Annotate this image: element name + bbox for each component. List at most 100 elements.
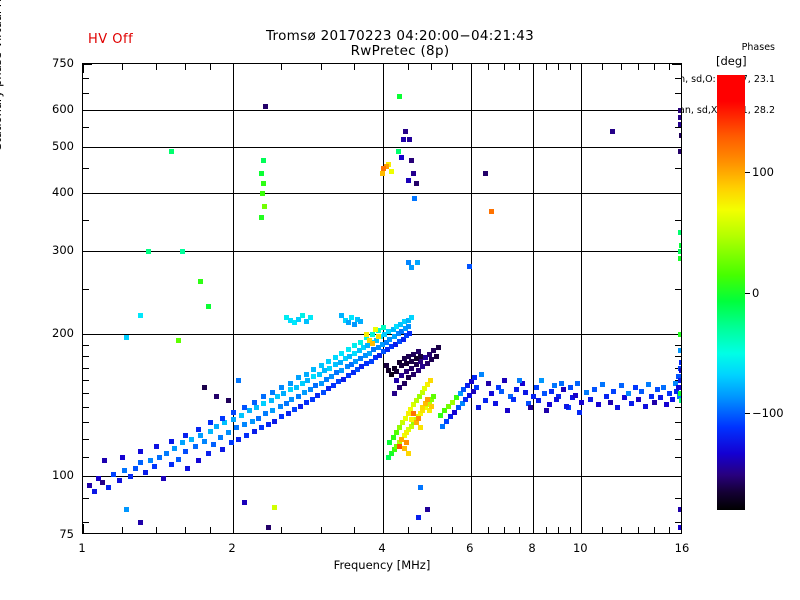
data-point <box>611 388 617 394</box>
x-axis-tick-top <box>431 64 432 70</box>
data-point <box>350 370 356 376</box>
colorbar: 100 0 −100 <box>717 75 784 510</box>
data-point <box>427 378 433 383</box>
data-point <box>356 348 362 354</box>
data-point <box>329 374 335 380</box>
data-point <box>587 396 593 402</box>
x-axis-tick <box>83 524 84 533</box>
x-axis-tick <box>669 527 670 533</box>
data-point <box>261 393 267 399</box>
data-point <box>411 171 417 177</box>
data-point <box>375 328 381 334</box>
data-point <box>175 456 181 462</box>
data-point <box>375 345 381 351</box>
data-point <box>404 440 410 446</box>
data-point <box>287 317 293 323</box>
x-axis-tick-top <box>383 64 384 73</box>
y-axis-tick-right <box>675 498 681 499</box>
y-axis-tick-right <box>675 422 681 423</box>
x-axis-tick <box>210 527 211 533</box>
data-point <box>408 358 414 364</box>
data-point <box>182 449 188 455</box>
data-point <box>171 445 177 451</box>
data-point <box>339 350 345 356</box>
y-axis-tick-right <box>675 439 681 440</box>
data-point <box>416 393 422 399</box>
data-point <box>396 384 402 390</box>
data-point <box>388 343 394 349</box>
data-point <box>411 411 417 417</box>
data-point <box>386 368 392 374</box>
data-point <box>261 180 267 186</box>
data-point <box>91 488 97 494</box>
data-point <box>198 278 204 284</box>
data-point <box>369 340 375 346</box>
data-point <box>625 391 631 397</box>
x-axis-tick <box>570 527 571 533</box>
data-point <box>407 136 413 142</box>
x-axis-tick <box>452 527 453 533</box>
data-point <box>667 391 673 397</box>
gridline-horizontal <box>83 476 681 477</box>
data-point <box>390 327 396 333</box>
y-axis-tick-label: 400 <box>52 184 74 199</box>
data-point <box>514 387 520 393</box>
data-point <box>556 393 562 399</box>
y-axis-tick <box>83 193 92 194</box>
data-point <box>618 383 624 389</box>
data-point <box>486 380 492 386</box>
y-axis-tick <box>83 498 89 499</box>
y-axis-tick-right <box>675 393 681 394</box>
data-point <box>332 362 338 368</box>
data-point <box>168 462 174 468</box>
data-point <box>411 371 417 377</box>
data-point <box>678 256 681 262</box>
data-point <box>251 428 257 434</box>
data-point <box>222 420 228 426</box>
data-point <box>274 393 280 399</box>
data-point <box>402 129 408 135</box>
data-point <box>124 335 130 341</box>
data-point <box>365 342 371 348</box>
colorbar-gradient <box>717 75 745 510</box>
data-point <box>418 425 424 431</box>
data-point <box>348 314 354 320</box>
data-point <box>219 447 225 453</box>
x-axis-tick-label: 10 <box>572 541 588 555</box>
data-point <box>336 379 342 385</box>
x-axis-tick-top <box>281 64 282 70</box>
data-point <box>408 423 414 429</box>
data-point <box>561 387 567 393</box>
y-axis-tick-right <box>675 522 681 523</box>
y-axis-tick-right <box>675 168 681 169</box>
x-axis-tick-top <box>452 64 453 70</box>
data-point <box>393 430 399 436</box>
x-axis-tick-label: 16 <box>674 541 690 555</box>
data-point <box>87 482 93 488</box>
data-point <box>648 393 654 399</box>
data-point <box>179 440 185 446</box>
y-axis-tick-label: 500 <box>52 138 74 153</box>
data-point <box>376 352 382 358</box>
colorbar-tick <box>745 293 750 294</box>
data-point <box>479 371 485 377</box>
gridline-vertical <box>383 64 384 533</box>
x-axis-tick <box>638 527 639 533</box>
data-point <box>622 395 628 401</box>
data-point <box>676 393 681 399</box>
data-point <box>147 458 153 464</box>
data-point <box>678 114 681 120</box>
data-point <box>511 396 517 402</box>
data-point <box>533 384 539 390</box>
data-point <box>424 402 430 408</box>
x-axis-tick-label: 1 <box>78 541 86 555</box>
data-point <box>449 399 455 405</box>
data-point <box>345 347 351 353</box>
data-point <box>677 524 681 530</box>
x-axis-tick-top <box>621 64 622 70</box>
y-axis-tick <box>83 380 89 381</box>
data-point <box>358 356 364 362</box>
data-point <box>391 365 397 371</box>
data-point <box>372 327 378 333</box>
data-point <box>406 324 412 330</box>
